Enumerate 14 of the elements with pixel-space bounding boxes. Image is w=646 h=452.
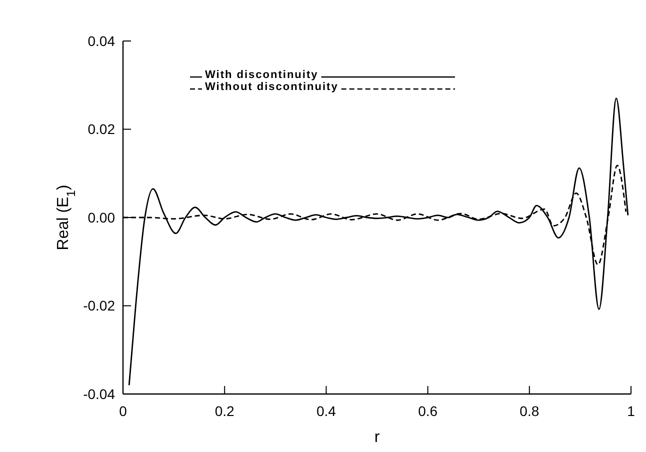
x-tick-label: 0.6 xyxy=(418,403,438,419)
y-tick-label: 0.00 xyxy=(88,209,116,226)
x-tick-label: 0.4 xyxy=(316,403,336,419)
x-tick-label: 0.8 xyxy=(520,403,540,419)
legend-label: Without discontinuity xyxy=(205,81,338,93)
x-axis-title: r xyxy=(374,429,380,446)
x-tick-label: 0 xyxy=(119,403,128,419)
y-tick-label: -0.04 xyxy=(83,386,116,402)
x-tick-label: 1 xyxy=(627,403,636,419)
y-tick-label: 0.02 xyxy=(88,121,116,138)
x-tick-label: 0.2 xyxy=(214,403,235,419)
legend-label: With discontinuity xyxy=(205,69,318,81)
y-tick-label: -0.02 xyxy=(83,298,116,314)
y-tick-label: 0.04 xyxy=(88,32,116,49)
